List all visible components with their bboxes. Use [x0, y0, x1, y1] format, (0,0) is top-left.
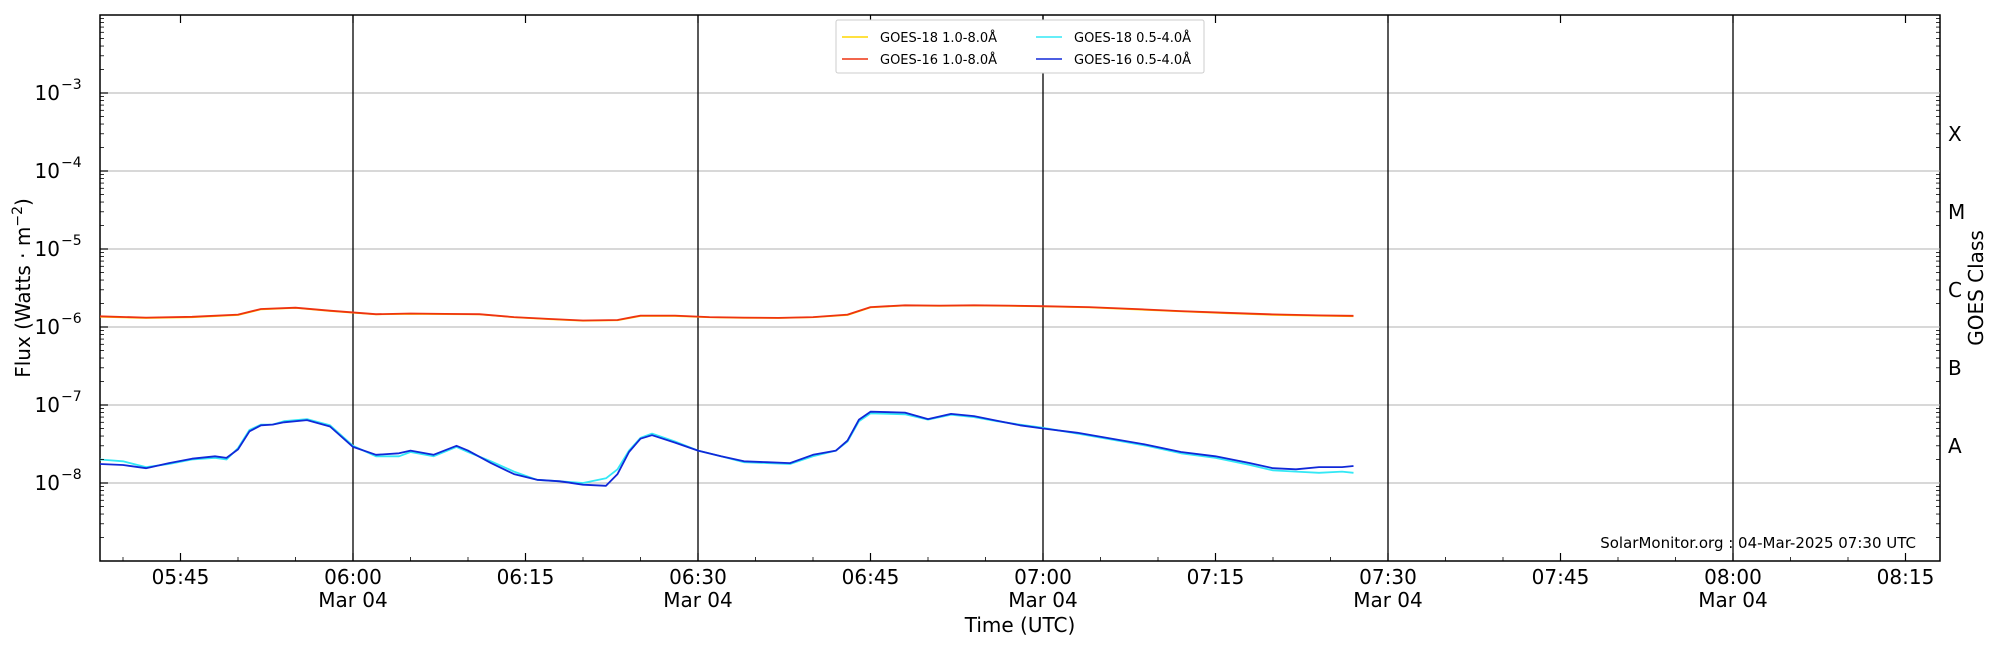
- legend-label-goes18-short: GOES-18 0.5-4.0Å: [1074, 30, 1191, 46]
- x-tick-date-3: Mar 04: [663, 588, 733, 612]
- legend-label-goes18-long: GOES-18 1.0-8.0Å: [880, 30, 997, 46]
- x-tick-label-1: 06:00: [324, 565, 382, 589]
- goes-class-axis: A B C M X: [1936, 18, 1965, 538]
- y2-axis-title: GOES Class: [1964, 230, 1988, 346]
- y-axis: 10−810−710−610−510−410−3: [35, 18, 108, 538]
- x-axis-title: Time (UTC): [964, 613, 1076, 637]
- credit-annotation: SolarMonitor.org : 04-Mar-2025 07:30 UTC: [1600, 534, 1916, 552]
- y-tick-exponent-1: −7: [61, 389, 82, 405]
- x-tick-label-10: 08:15: [1877, 565, 1935, 589]
- legend-box: [835, 19, 1205, 74]
- goes-class-B: B: [1948, 356, 1962, 380]
- series-line-1: [99, 304, 1354, 322]
- series-line-3: [99, 410, 1354, 487]
- x-tick-label-2: 06:15: [497, 565, 555, 589]
- x-tick-date-7: Mar 04: [1353, 588, 1423, 612]
- y-tick-exponent-3: −5: [61, 233, 82, 249]
- plot-frame: [99, 14, 1941, 562]
- day-boundary-lines: [352, 15, 1734, 561]
- goes-class-X: X: [1948, 122, 1962, 146]
- x-tick-label-4: 06:45: [842, 565, 900, 589]
- y-tick-label-4: 10: [35, 159, 60, 183]
- horizontal-grid: [100, 92, 1940, 484]
- legend-label-goes16-long: GOES-16 1.0-8.0Å: [880, 52, 997, 68]
- legend: GOES-18 1.0-8.0Å GOES-16 1.0-8.0Å GOES-1…: [835, 19, 1205, 74]
- y-axis-title-close: ): [11, 198, 35, 206]
- x-tick-date-9: Mar 04: [1698, 588, 1768, 612]
- plot-area-background: [99, 14, 1941, 562]
- goes-class-C: C: [1948, 278, 1962, 302]
- x-tick-label-8: 07:45: [1532, 565, 1590, 589]
- goes-class-M: M: [1948, 200, 1965, 224]
- y-tick-label-1: 10: [35, 393, 60, 417]
- y-tick-label-3: 10: [35, 237, 60, 261]
- series-layer: [99, 304, 1354, 487]
- x-tick-label-7: 07:30: [1359, 565, 1417, 589]
- y-tick-exponent-4: −4: [61, 155, 82, 171]
- y-axis-title-exponent: −2: [10, 206, 26, 227]
- x-tick-label-5: 07:00: [1014, 565, 1072, 589]
- x-tick-date-1: Mar 04: [318, 588, 388, 612]
- y-tick-label-2: 10: [35, 315, 60, 339]
- y-tick-label-0: 10: [35, 471, 60, 495]
- x-tick-label-6: 07:15: [1187, 565, 1245, 589]
- x-tick-label-3: 06:30: [669, 565, 727, 589]
- y-tick-label-5: 10: [35, 81, 60, 105]
- legend-label-goes16-short: GOES-16 0.5-4.0Å: [1074, 52, 1191, 68]
- goes-class-A: A: [1948, 434, 1962, 458]
- y-tick-exponent-0: −8: [61, 467, 82, 483]
- y-axis-title-main: Flux (Watts · m: [11, 227, 35, 378]
- x-tick-label-0: 05:45: [152, 565, 210, 589]
- x-tick-label-9: 08:00: [1704, 565, 1762, 589]
- y-axis-title: Flux (Watts · m−2): [10, 198, 35, 378]
- y-tick-exponent-5: −3: [61, 77, 82, 93]
- y-tick-exponent-2: −6: [61, 311, 82, 327]
- x-tick-date-5: Mar 04: [1008, 588, 1078, 612]
